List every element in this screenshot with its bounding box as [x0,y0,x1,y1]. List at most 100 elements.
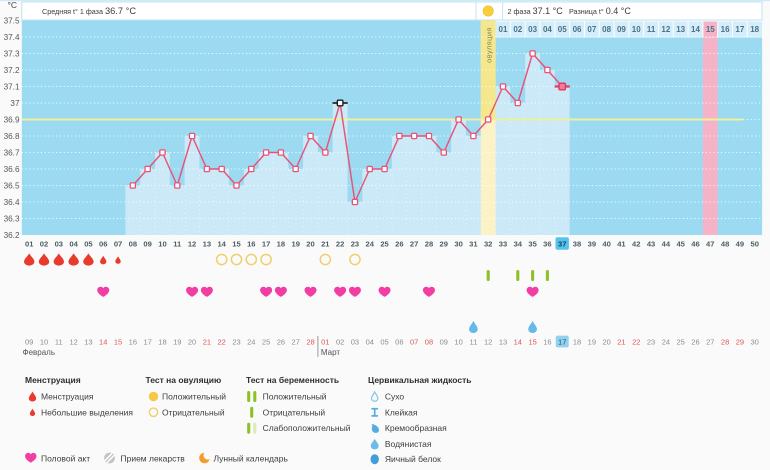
svg-text:25: 25 [380,239,389,248]
svg-text:Февраль: Февраль [23,348,56,357]
svg-text:Тест на овуляцию: Тест на овуляцию [146,375,222,385]
svg-text:27: 27 [706,337,714,346]
svg-text:10: 10 [158,239,166,248]
svg-text:40: 40 [602,239,610,248]
svg-text:16: 16 [129,337,137,346]
svg-text:48: 48 [721,239,729,248]
svg-text:15: 15 [114,337,122,346]
svg-text:°C: °C [7,0,17,10]
svg-text:42: 42 [632,239,640,248]
svg-text:Сухо: Сухо [385,392,405,402]
svg-text:04: 04 [543,25,552,34]
svg-text:19: 19 [173,337,181,346]
svg-text:20: 20 [188,337,196,346]
svg-text:25: 25 [676,337,684,346]
svg-text:20: 20 [602,337,610,346]
svg-text:43: 43 [647,239,655,248]
svg-text:15: 15 [528,337,536,346]
svg-text:15: 15 [232,239,241,248]
svg-text:17: 17 [558,337,566,346]
svg-text:26: 26 [277,337,285,346]
svg-text:2 фаза 37.1 °C: 2 фаза 37.1 °C [508,6,564,16]
svg-text:16: 16 [721,25,730,34]
svg-text:Тест на беременность: Тест на беременность [246,375,339,385]
svg-text:02: 02 [513,25,522,34]
svg-text:23: 23 [232,337,240,346]
svg-text:24: 24 [366,239,375,248]
svg-text:20: 20 [306,239,314,248]
svg-text:37.3: 37.3 [4,50,20,59]
svg-text:26: 26 [395,239,403,248]
svg-text:30: 30 [751,337,759,346]
svg-text:31: 31 [469,239,478,248]
svg-text:Менструация: Менструация [25,375,81,385]
svg-text:04: 04 [366,337,374,346]
svg-text:08: 08 [425,337,433,346]
svg-text:46: 46 [691,239,699,248]
svg-text:09: 09 [617,25,626,34]
svg-text:30: 30 [454,239,462,248]
svg-text:08: 08 [602,25,611,34]
svg-text:28: 28 [306,337,314,346]
svg-text:Слабоположительный: Слабоположительный [263,423,351,433]
svg-text:овуляция: овуляция [484,27,493,63]
svg-text:13: 13 [499,337,507,346]
svg-text:Небольшие выделения: Небольшие выделения [41,407,133,417]
svg-text:13: 13 [84,337,92,346]
svg-text:Разница t° 0.4 °C: Разница t° 0.4 °C [569,6,631,16]
svg-text:36.7: 36.7 [4,149,20,158]
svg-text:21: 21 [617,337,625,346]
svg-text:Положительный: Положительный [263,392,327,402]
svg-text:14: 14 [691,25,700,34]
svg-text:Водянистая: Водянистая [385,439,432,449]
svg-text:12: 12 [661,25,670,34]
svg-text:22: 22 [218,337,226,346]
svg-text:37.2: 37.2 [4,66,20,75]
svg-text:Яичный белок: Яичный белок [385,454,441,464]
svg-text:23: 23 [351,239,359,248]
svg-text:Отрицательный: Отрицательный [162,407,225,417]
svg-text:18: 18 [750,25,759,34]
svg-text:22: 22 [632,337,640,346]
svg-text:11: 11 [173,239,182,248]
svg-text:03: 03 [528,25,537,34]
svg-text:36.6: 36.6 [4,165,20,174]
svg-text:26: 26 [691,337,699,346]
svg-text:06: 06 [395,337,403,346]
svg-text:34: 34 [514,239,523,248]
svg-text:13: 13 [676,25,685,34]
svg-text:28: 28 [425,239,433,248]
svg-text:29: 29 [440,239,448,248]
svg-text:Прием лекарств: Прием лекарств [121,453,186,463]
svg-text:36.5: 36.5 [4,182,20,191]
svg-text:17: 17 [262,239,270,248]
svg-text:33: 33 [499,239,507,248]
svg-text:27: 27 [292,337,300,346]
svg-text:12: 12 [484,337,492,346]
svg-text:17: 17 [143,337,151,346]
svg-text:11: 11 [55,337,63,346]
svg-text:18: 18 [158,337,166,346]
svg-text:36.2: 36.2 [4,231,20,240]
svg-text:18: 18 [573,337,581,346]
svg-text:25: 25 [262,337,270,346]
svg-text:37.4: 37.4 [4,33,20,42]
svg-text:Отрицательный: Отрицательный [263,407,326,417]
svg-text:38: 38 [573,239,581,248]
svg-text:27: 27 [410,239,418,248]
svg-text:10: 10 [40,337,48,346]
svg-text:35: 35 [528,239,537,248]
svg-text:10: 10 [454,337,462,346]
svg-text:09: 09 [25,337,33,346]
svg-text:36.3: 36.3 [4,215,20,224]
svg-text:11: 11 [469,337,477,346]
svg-text:02: 02 [40,239,48,248]
svg-text:16: 16 [247,239,255,248]
svg-text:36.4: 36.4 [4,198,20,207]
svg-text:36.8: 36.8 [4,132,20,141]
svg-text:10: 10 [632,25,641,34]
svg-text:21: 21 [203,337,211,346]
svg-text:15: 15 [706,25,715,34]
svg-text:07: 07 [410,337,418,346]
svg-text:37.5: 37.5 [4,17,20,26]
